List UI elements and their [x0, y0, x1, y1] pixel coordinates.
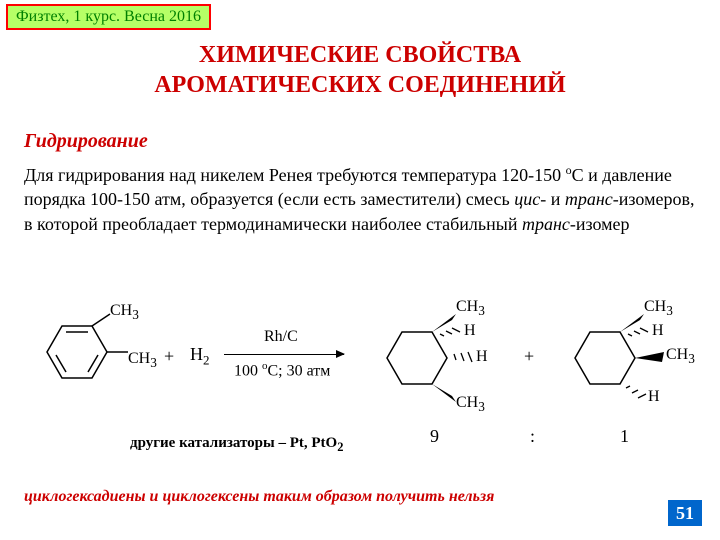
molecule-trans: CH3 H CH3 H	[552, 298, 702, 428]
title-line1: ХИМИЧЕСКИЕ СВОЙСТВА	[199, 42, 521, 68]
label-ch3: CH	[128, 350, 150, 367]
arrow-b-post: С; 30 атм	[268, 362, 331, 379]
course-header-chip: Физтех, 1 курс. Весна 2016	[6, 4, 211, 30]
label-ch3: CH	[666, 346, 688, 363]
body-ital-cis: цис-	[514, 189, 546, 209]
molecule-cis: CH3 H H CH3	[364, 298, 514, 428]
label-h: H	[476, 348, 488, 366]
page-number-badge: 51	[668, 500, 702, 526]
reaction-arrow	[224, 354, 344, 355]
label-ch3-sub: 3	[478, 303, 485, 318]
body-tail: изомер	[576, 214, 630, 234]
reaction-plus1: +	[164, 346, 174, 367]
h2-h: H	[190, 344, 203, 364]
cis-svg	[364, 298, 514, 428]
label-ch3: CH	[644, 298, 666, 315]
label-ch3-sub: 3	[688, 351, 695, 366]
label-ch3: CH	[456, 298, 478, 315]
section-subtitle: Гидрирование	[24, 130, 148, 153]
arrow-b-pre: 100	[234, 362, 262, 379]
label-h: H	[648, 388, 660, 406]
footnote-text: циклогексадиены и циклогексены таким обр…	[24, 488, 494, 506]
oxylene-svg	[24, 308, 144, 418]
label-ch3-sub: 3	[666, 303, 673, 318]
label-ch3-sub: 3	[478, 399, 485, 414]
body-mid1: и	[546, 189, 565, 209]
catalysts-sub: 2	[337, 440, 343, 454]
body-pre: Для гидрирования над никелем Ренея требу…	[24, 165, 566, 185]
ratio-right: 1	[620, 426, 629, 447]
title-line2: АРОМАТИЧЕСКИХ СОЕДИНЕНИЙ	[154, 72, 565, 98]
label-ch3: CH	[110, 302, 132, 319]
reaction-scheme: CH3 CH3 + H2 Rh/C 100 oС; 30 атм	[24, 298, 696, 458]
label-ch3-sub: 3	[132, 307, 139, 322]
ratio-sep: :	[530, 426, 535, 447]
body-paragraph: Для гидрирования над никелем Ренея требу…	[24, 162, 696, 236]
label-ch3: CH	[456, 394, 478, 411]
body-ital-trans2: транс-	[522, 214, 576, 234]
page-title: ХИМИЧЕСКИЕ СВОЙСТВА АРОМАТИЧЕСКИХ СОЕДИН…	[0, 40, 720, 100]
reaction-plus2: +	[524, 346, 534, 367]
label-h: H	[652, 322, 664, 340]
catalysts-line: другие катализаторы – Pt, PtO2	[130, 435, 343, 455]
catalysts-pre: другие катализаторы –	[130, 435, 290, 451]
label-ch3-sub: 3	[150, 355, 157, 370]
arrow-top-label: Rh/C	[264, 328, 298, 346]
arrow-bottom-label: 100 oС; 30 атм	[234, 360, 330, 380]
reaction-h2: H2	[190, 344, 210, 369]
h2-sub: 2	[203, 353, 210, 368]
label-h: H	[464, 322, 476, 340]
body-ital-trans1: транс-	[565, 189, 619, 209]
ratio-left: 9	[430, 426, 439, 447]
catalysts-bold: Pt, PtO	[290, 435, 337, 451]
molecule-oxylene: CH3 CH3	[24, 308, 144, 418]
